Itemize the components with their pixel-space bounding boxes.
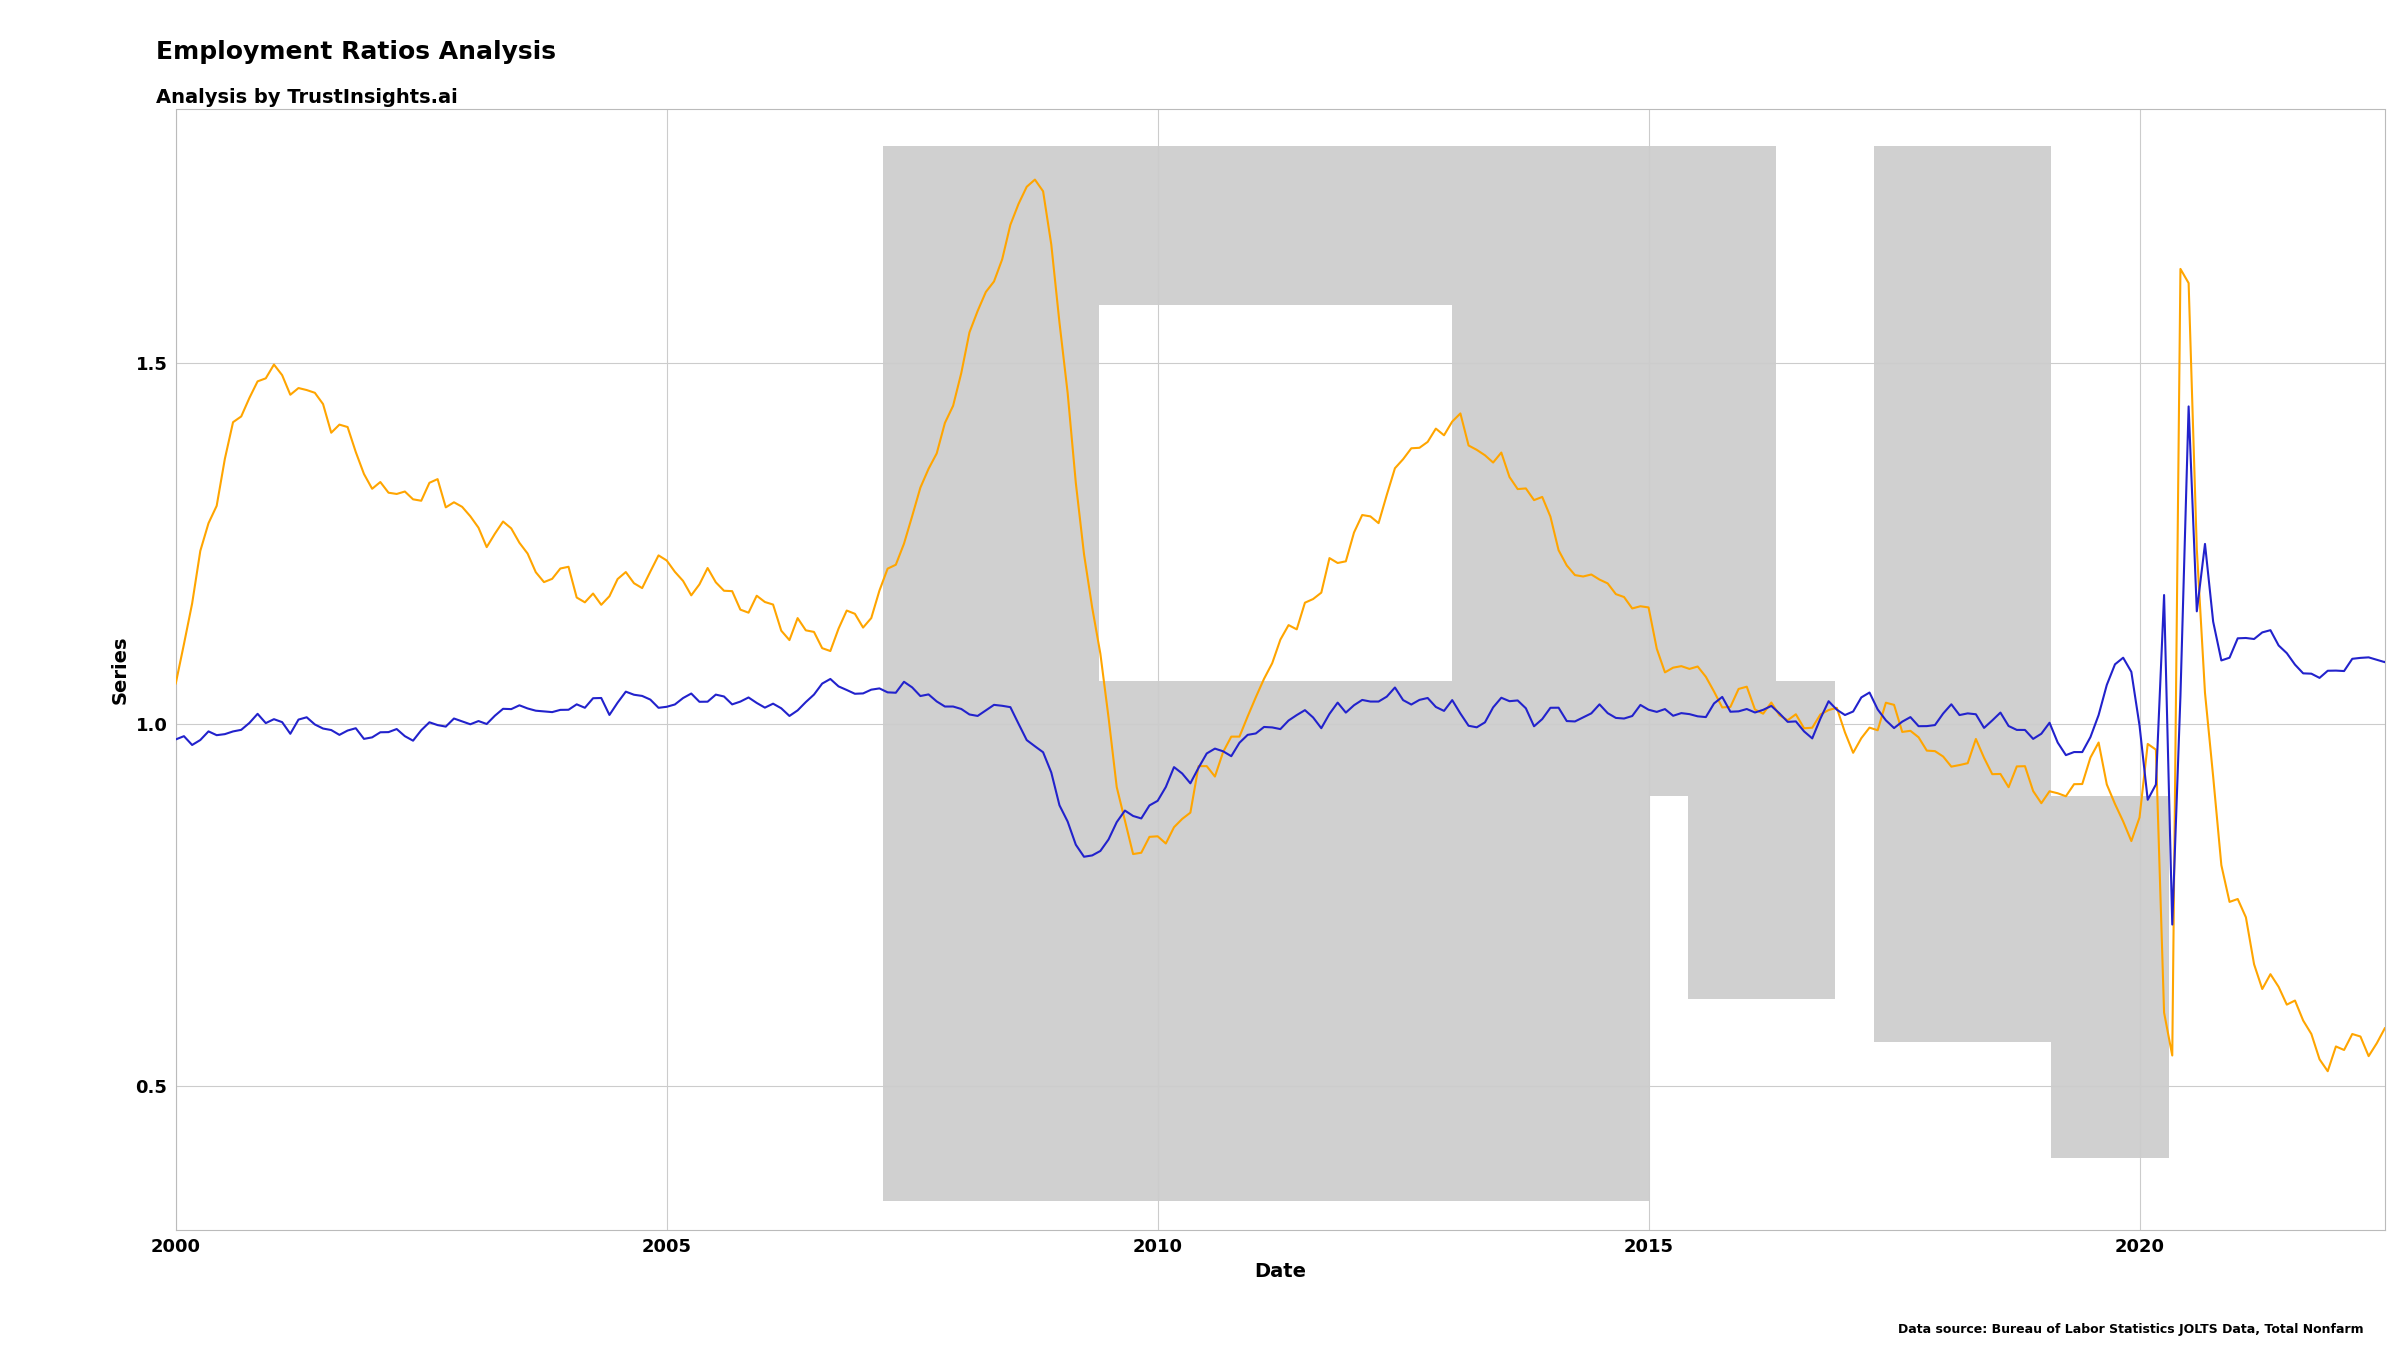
Bar	[883, 840, 1649, 1042]
Bar	[1757, 840, 1836, 999]
Bar	[883, 305, 1099, 840]
Text: Employment Ratios Analysis: Employment Ratios Analysis	[156, 40, 557, 65]
Bar	[1874, 146, 2052, 840]
Text: Analysis by TrustInsights.ai: Analysis by TrustInsights.ai	[156, 88, 458, 107]
Bar	[883, 1042, 1226, 1202]
Bar	[1874, 840, 2052, 1042]
Bar	[1118, 1042, 1649, 1202]
Bar	[2052, 796, 2170, 999]
Bar	[1452, 840, 1570, 1042]
Bar	[1630, 146, 1776, 796]
Bar	[1687, 796, 1776, 999]
Bar	[883, 146, 1649, 305]
X-axis label: Date: Date	[1255, 1262, 1306, 1281]
Bar	[2052, 999, 2170, 1158]
Bar	[1099, 680, 1649, 840]
Text: Data source: Bureau of Labor Statistics JOLTS Data, Total Nonfarm: Data source: Bureau of Labor Statistics …	[1898, 1323, 2364, 1336]
Bar	[1452, 146, 1630, 840]
Y-axis label: Series: Series	[110, 636, 130, 705]
Bar	[1757, 680, 1836, 840]
